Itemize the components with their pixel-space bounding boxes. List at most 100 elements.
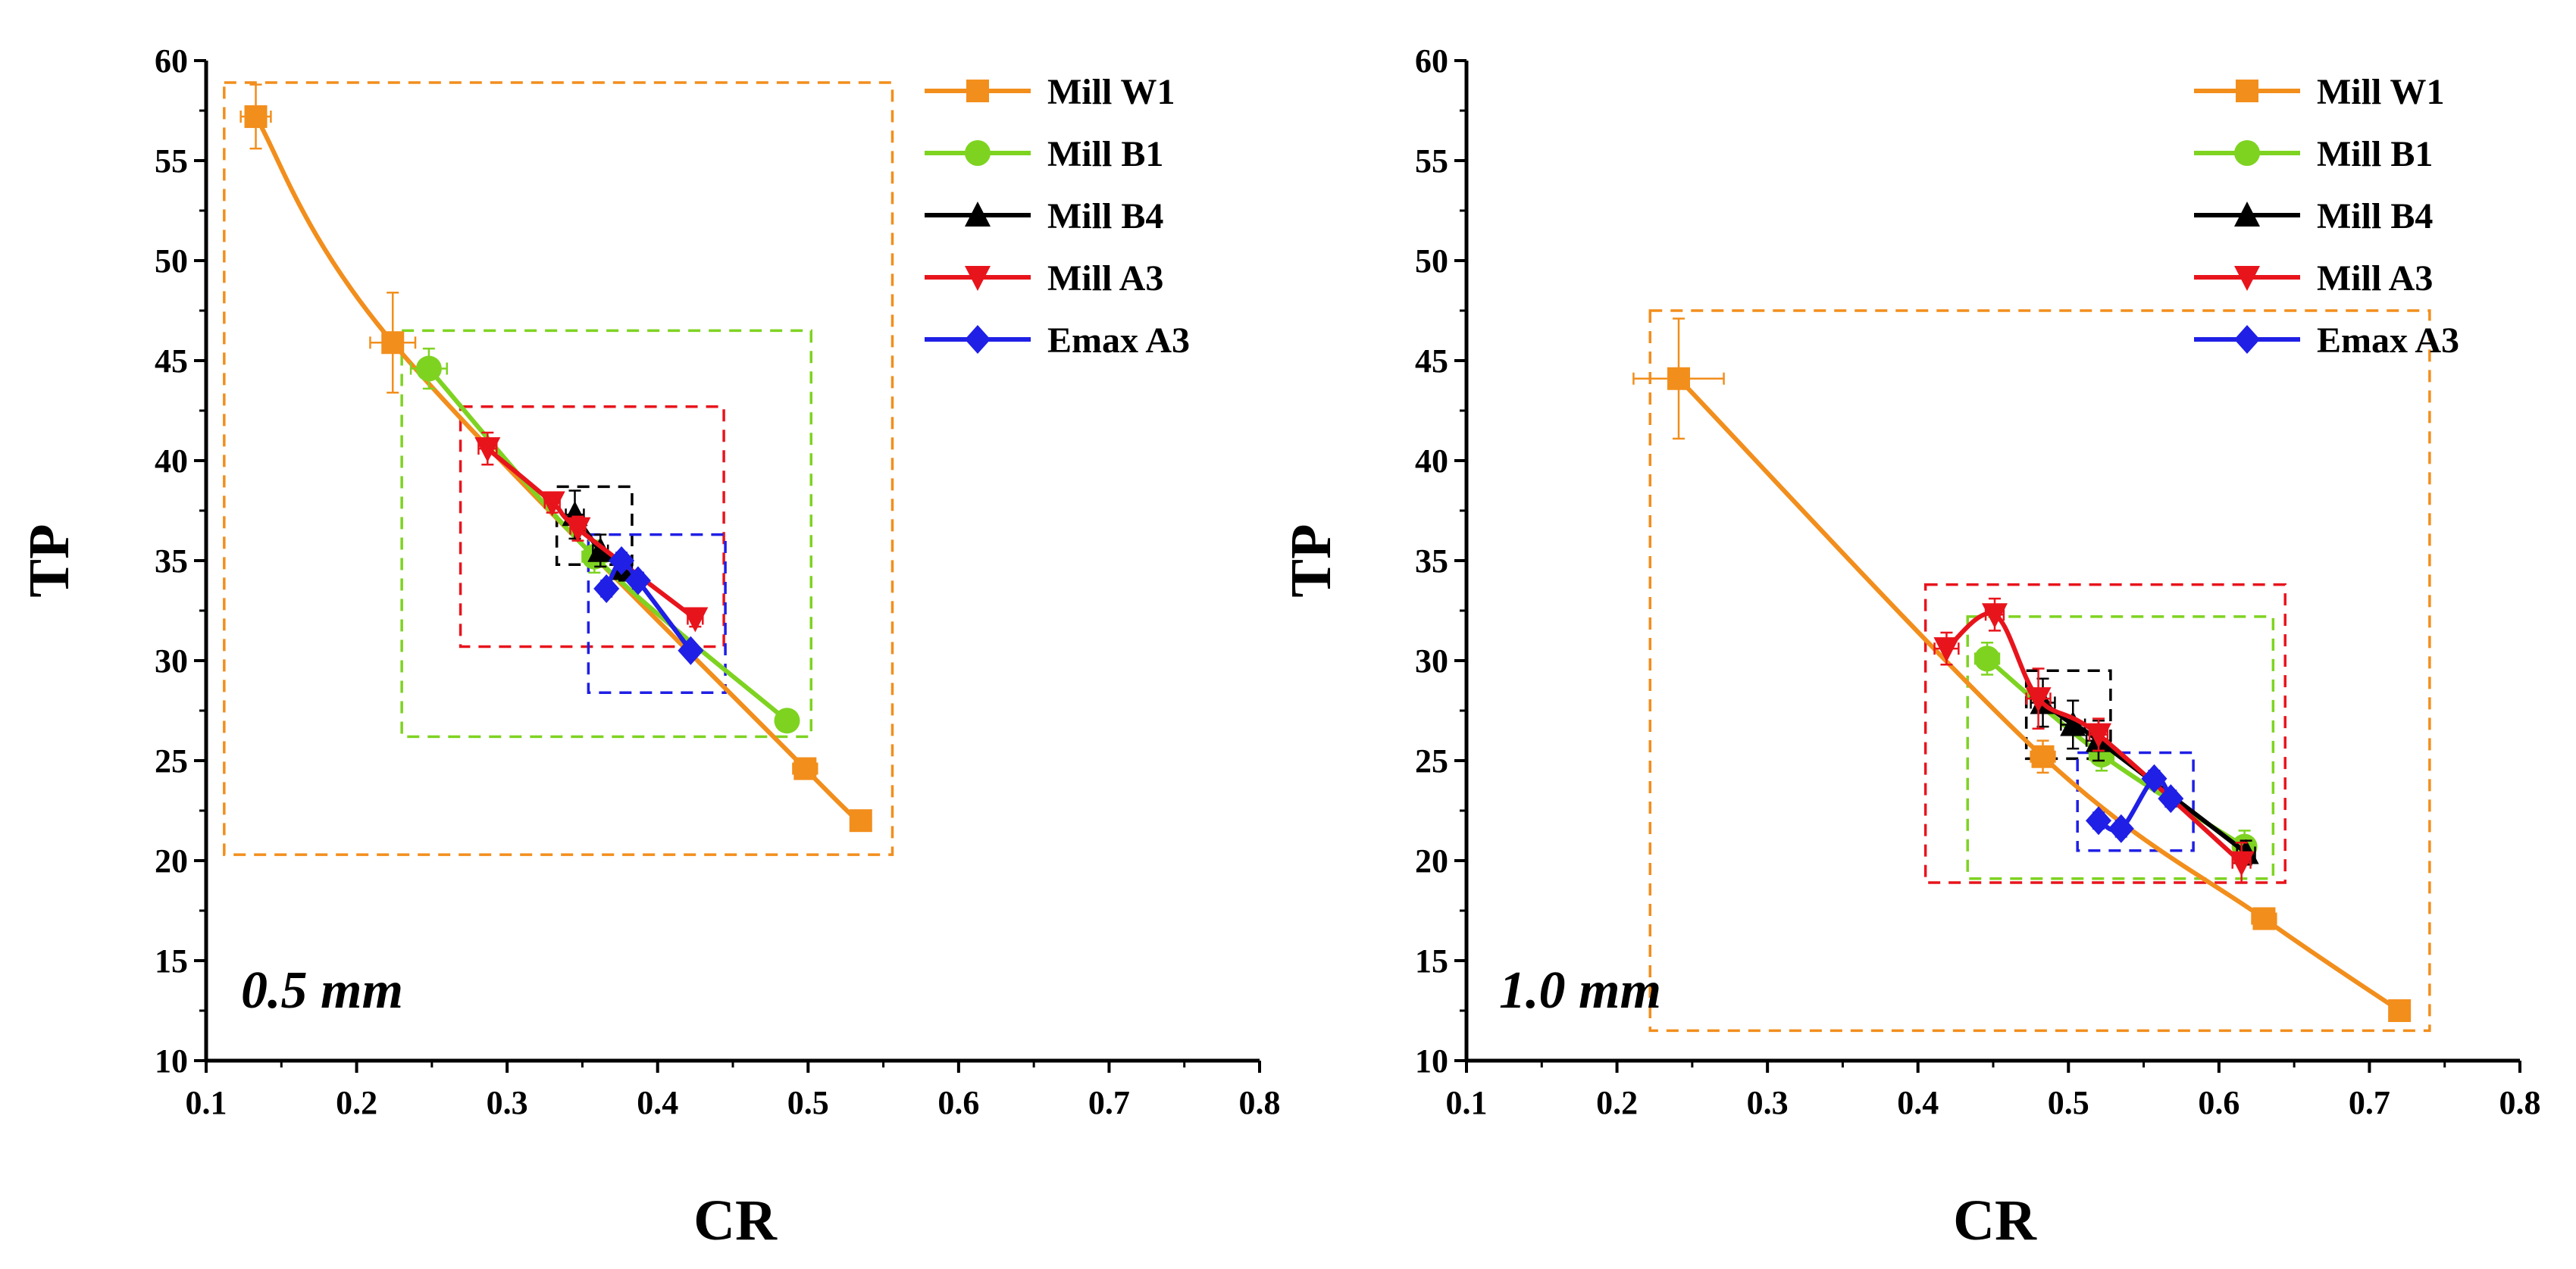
data-point-emax-a3: [678, 636, 704, 665]
series-line-mill-a3: [486, 446, 697, 620]
chart-panel-2: 0.1 0.2 0.3 0.4 0.5 0.6 0.7 0.8 10 15 20 25 30 35 40 45…: [1279, 42, 2541, 1252]
series-line-mill-w1: [1676, 377, 2401, 1013]
y-tick-label: 35: [1415, 542, 1448, 580]
x-tick-label: 0.4: [1897, 1084, 1939, 1121]
legend-marker: [965, 325, 991, 354]
y-tick-label: 55: [1415, 142, 1448, 180]
data-point-mill-w1: [2031, 745, 2055, 768]
range-box-mill-b1: [400, 329, 813, 739]
legend-item-mill-b4: Mill B4: [2194, 196, 2433, 236]
x-axis-title: CR: [1953, 1189, 2037, 1252]
legend-marker: [966, 80, 989, 102]
legend-label: Mill W1: [2317, 72, 2444, 112]
data-point-mill-a3: [2086, 723, 2111, 749]
legend-label: Mill B4: [1047, 196, 1163, 236]
y-tick-label: 20: [155, 842, 188, 880]
data-point-mill-w1: [793, 757, 817, 780]
x-tick-label: 0.7: [2349, 1084, 2390, 1121]
y-tick-label: 10: [155, 1042, 188, 1080]
y-tick-label: 50: [1415, 242, 1448, 280]
y-tick-label: 60: [155, 42, 188, 80]
data-point-mill-w1: [381, 331, 405, 355]
legend-marker: [2234, 140, 2260, 166]
data-point-emax-a3: [2141, 764, 2168, 793]
x-tick-label: 0.1: [186, 1084, 227, 1121]
data-point-mill-w1: [2388, 999, 2412, 1022]
legend-item-mill-w1: Mill W1: [2194, 72, 2444, 112]
x-tick-label: 0.8: [2499, 1084, 2541, 1121]
x-tick-label: 0.1: [1446, 1084, 1488, 1121]
data-point-mill-w1: [849, 809, 872, 833]
legend-item-emax-a3: Emax A3: [2194, 320, 2459, 361]
legend-item-mill-b1: Mill B1: [925, 134, 1163, 174]
y-tick-label: 40: [155, 442, 188, 480]
y-axis-title: TP: [17, 524, 81, 597]
x-tick-label: 0.3: [487, 1084, 528, 1121]
data-point-emax-a3: [2158, 784, 2184, 814]
y-axis-title: TP: [1279, 524, 1343, 597]
x-tick-label: 0.2: [336, 1084, 377, 1121]
range-box-mill-a3: [459, 405, 725, 649]
data-point-emax-a3: [2086, 806, 2111, 836]
data-point-mill-a3: [682, 607, 709, 633]
range-box-mill-w1: [223, 81, 894, 856]
y-tick-label: 50: [155, 242, 188, 280]
x-tick-label: 0.6: [2198, 1084, 2240, 1121]
data-point-mill-b4: [587, 536, 614, 562]
y-tick-label: 45: [155, 342, 188, 380]
data-point-mill-a3: [1981, 603, 2008, 629]
y-tick-label: 35: [155, 542, 188, 580]
x-tick-label: 0.5: [787, 1084, 829, 1121]
series-line-emax-a3: [604, 558, 693, 652]
series-line-mill-w1: [253, 115, 862, 824]
data-point-emax-a3: [609, 546, 635, 575]
legend-marker: [965, 202, 991, 227]
data-point-mill-a3: [2025, 687, 2052, 713]
range-box-mill-b1: [1966, 615, 2275, 880]
y-tick-label: 30: [155, 642, 188, 680]
range-box-mill-b4: [2024, 669, 2112, 761]
legend-item-mill-w1: Mill W1: [925, 72, 1175, 112]
thickness-annotation: 1.0 mm: [1499, 961, 1661, 1020]
y-tick-label: 30: [1415, 642, 1448, 680]
x-tick-label: 0.3: [1747, 1084, 1789, 1121]
y-tick-label: 15: [155, 942, 188, 980]
range-box-emax-a3: [2076, 751, 2195, 852]
x-tick-label: 0.8: [1239, 1084, 1281, 1121]
legend-label: Mill A3: [1047, 258, 1163, 298]
legend: Mill W1 Mill B1 Mill B4 Mill A3 Emax A3: [925, 72, 1190, 361]
range-box-mill-a3: [1923, 583, 2286, 884]
legend-marker: [2236, 80, 2258, 102]
data-point-mill-a3: [2228, 851, 2255, 877]
legend-marker: [965, 266, 991, 291]
y-tick-label: 10: [1415, 1042, 1448, 1080]
legend-label: Mill B4: [2317, 196, 2433, 236]
data-point-mill-b1: [415, 355, 442, 382]
y-tick-label: 45: [1415, 342, 1448, 380]
data-point-mill-b1: [1974, 645, 2001, 672]
range-box-mill-w1: [1648, 309, 2431, 1033]
x-axis-title: CR: [693, 1189, 778, 1252]
legend-label: Mill W1: [1047, 72, 1175, 112]
data-point-mill-w1: [2252, 907, 2276, 930]
legend-item-mill-b1: Mill B1: [2194, 134, 2433, 174]
y-tick-label: 15: [1415, 942, 1448, 980]
legend-label: Mill B1: [1047, 134, 1163, 174]
data-point-mill-a3: [474, 437, 501, 463]
x-tick-label: 0.6: [937, 1084, 979, 1121]
data-point-mill-b1: [774, 708, 800, 734]
legend-label: Mill B1: [2317, 134, 2433, 174]
range-box-emax-a3: [587, 533, 727, 694]
y-tick-label: 60: [1415, 42, 1448, 80]
y-tick-label: 20: [1415, 842, 1448, 880]
data-point-emax-a3: [2108, 814, 2134, 843]
y-tick-label: 25: [155, 742, 188, 780]
legend-marker: [2234, 266, 2260, 291]
data-point-mill-w1: [244, 105, 268, 128]
x-tick-label: 0.5: [2048, 1084, 2089, 1121]
chart-panel-1: 0.1 0.2 0.3 0.4 0.5 0.6 0.7 0.8 10 15 20 25 30 35 40 45…: [17, 42, 1281, 1252]
y-tick-label: 55: [155, 142, 188, 180]
data-point-emax-a3: [593, 574, 620, 603]
y-tick-label: 40: [1415, 442, 1448, 480]
